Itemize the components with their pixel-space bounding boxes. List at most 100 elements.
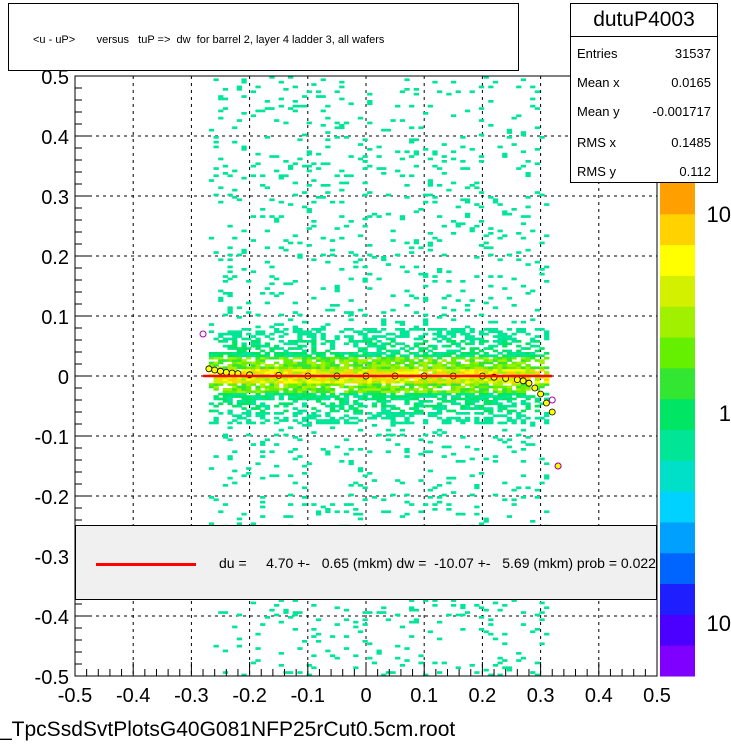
heat-cell bbox=[283, 342, 289, 346]
heat-cell bbox=[269, 349, 275, 353]
heat-cell bbox=[367, 383, 373, 386]
heat-cell bbox=[469, 361, 475, 365]
heat-cell bbox=[413, 152, 419, 156]
heat-cell bbox=[362, 217, 368, 221]
heat-cell bbox=[218, 258, 224, 262]
heat-cell bbox=[437, 328, 443, 331]
heat-cell bbox=[488, 227, 494, 230]
heat-cell bbox=[441, 359, 447, 362]
heat-cell bbox=[492, 356, 499, 360]
heat-cell bbox=[446, 383, 452, 386]
heat-cell bbox=[357, 361, 364, 365]
heat-cell bbox=[241, 251, 247, 254]
heat-cell bbox=[343, 419, 350, 422]
heat-cell bbox=[329, 635, 336, 638]
heat-cell bbox=[260, 344, 266, 348]
heat-cell bbox=[511, 304, 517, 307]
heat-cell bbox=[511, 116, 517, 120]
heat-cell bbox=[506, 131, 513, 134]
heat-cell bbox=[232, 383, 238, 386]
heat-cell bbox=[483, 352, 489, 355]
heat-cell bbox=[213, 388, 219, 391]
heat-cell bbox=[315, 95, 322, 98]
heat-cell bbox=[250, 601, 257, 605]
heat-cell bbox=[418, 349, 424, 353]
heat-cell bbox=[460, 222, 466, 226]
heat-cell bbox=[404, 659, 410, 662]
heat-cell bbox=[423, 299, 429, 302]
heat-cell bbox=[432, 332, 438, 336]
heat-cell bbox=[362, 337, 368, 341]
heat-cell bbox=[292, 388, 298, 391]
heat-cell bbox=[437, 484, 443, 487]
heat-cell bbox=[390, 671, 396, 674]
heat-cell bbox=[520, 330, 527, 334]
heat-cell bbox=[418, 402, 424, 406]
heat-cell bbox=[339, 181, 345, 185]
heat-cell bbox=[464, 167, 471, 170]
heat-cell bbox=[353, 378, 359, 382]
heat-cell bbox=[227, 347, 233, 350]
heat-cell bbox=[516, 392, 522, 396]
heat-cell bbox=[450, 308, 457, 312]
heat-cell bbox=[367, 392, 373, 396]
heat-cell bbox=[497, 376, 503, 379]
profile-point bbox=[211, 366, 219, 374]
heat-cell bbox=[427, 359, 433, 362]
heat-cell bbox=[460, 421, 466, 425]
heat-cell bbox=[455, 299, 461, 302]
heat-cell bbox=[483, 383, 489, 386]
heat-cell bbox=[339, 368, 345, 372]
heat-cell bbox=[320, 335, 326, 338]
heat-cell bbox=[502, 380, 508, 384]
heat-cell bbox=[297, 340, 303, 343]
heat-cell bbox=[539, 642, 545, 646]
heat-cell bbox=[367, 121, 373, 125]
heat-cell bbox=[530, 671, 536, 674]
heat-cell bbox=[530, 371, 536, 374]
heat-cell bbox=[492, 395, 499, 398]
heat-cell bbox=[395, 613, 401, 617]
heat-cell bbox=[353, 330, 359, 334]
heat-cell bbox=[306, 366, 312, 370]
heat-cell bbox=[311, 342, 317, 346]
heat-cell bbox=[492, 455, 499, 458]
heat-cell bbox=[218, 383, 224, 386]
heat-cell bbox=[432, 368, 438, 372]
heat-cell bbox=[488, 416, 494, 420]
heat-cell bbox=[390, 416, 396, 420]
heat-cell bbox=[511, 390, 517, 394]
heat-cell bbox=[506, 354, 513, 358]
heat-cell bbox=[362, 277, 368, 281]
heat-cell bbox=[260, 385, 266, 389]
heat-cell bbox=[441, 378, 447, 382]
heat-cell bbox=[213, 378, 219, 382]
heat-cell bbox=[502, 407, 508, 410]
heat-cell bbox=[474, 356, 480, 360]
heat-cell bbox=[544, 376, 550, 379]
heat-cell bbox=[222, 280, 229, 283]
heat-cell bbox=[283, 352, 289, 355]
heat-cell bbox=[213, 78, 219, 82]
heat-cell bbox=[292, 419, 298, 422]
heat-cell bbox=[278, 330, 284, 334]
heat-cell bbox=[464, 109, 471, 113]
heat-cell bbox=[218, 200, 224, 204]
heat-cell bbox=[288, 450, 294, 454]
heat-cell bbox=[413, 392, 419, 396]
heat-cell bbox=[232, 169, 238, 173]
heat-cell bbox=[390, 378, 396, 382]
heat-cell bbox=[455, 361, 461, 365]
heat-cell bbox=[255, 352, 261, 355]
heat-cell bbox=[297, 390, 303, 394]
heat-cell bbox=[325, 260, 331, 264]
heat-cell bbox=[246, 385, 252, 389]
heat-cell bbox=[497, 383, 503, 386]
y-tick-label: -0.4 bbox=[35, 607, 69, 629]
heat-cell bbox=[441, 335, 447, 338]
heat-cell bbox=[246, 332, 252, 336]
heat-cell bbox=[474, 256, 480, 259]
heat-cell bbox=[437, 378, 443, 382]
heat-cell bbox=[455, 376, 461, 379]
heat-cell bbox=[423, 392, 429, 396]
